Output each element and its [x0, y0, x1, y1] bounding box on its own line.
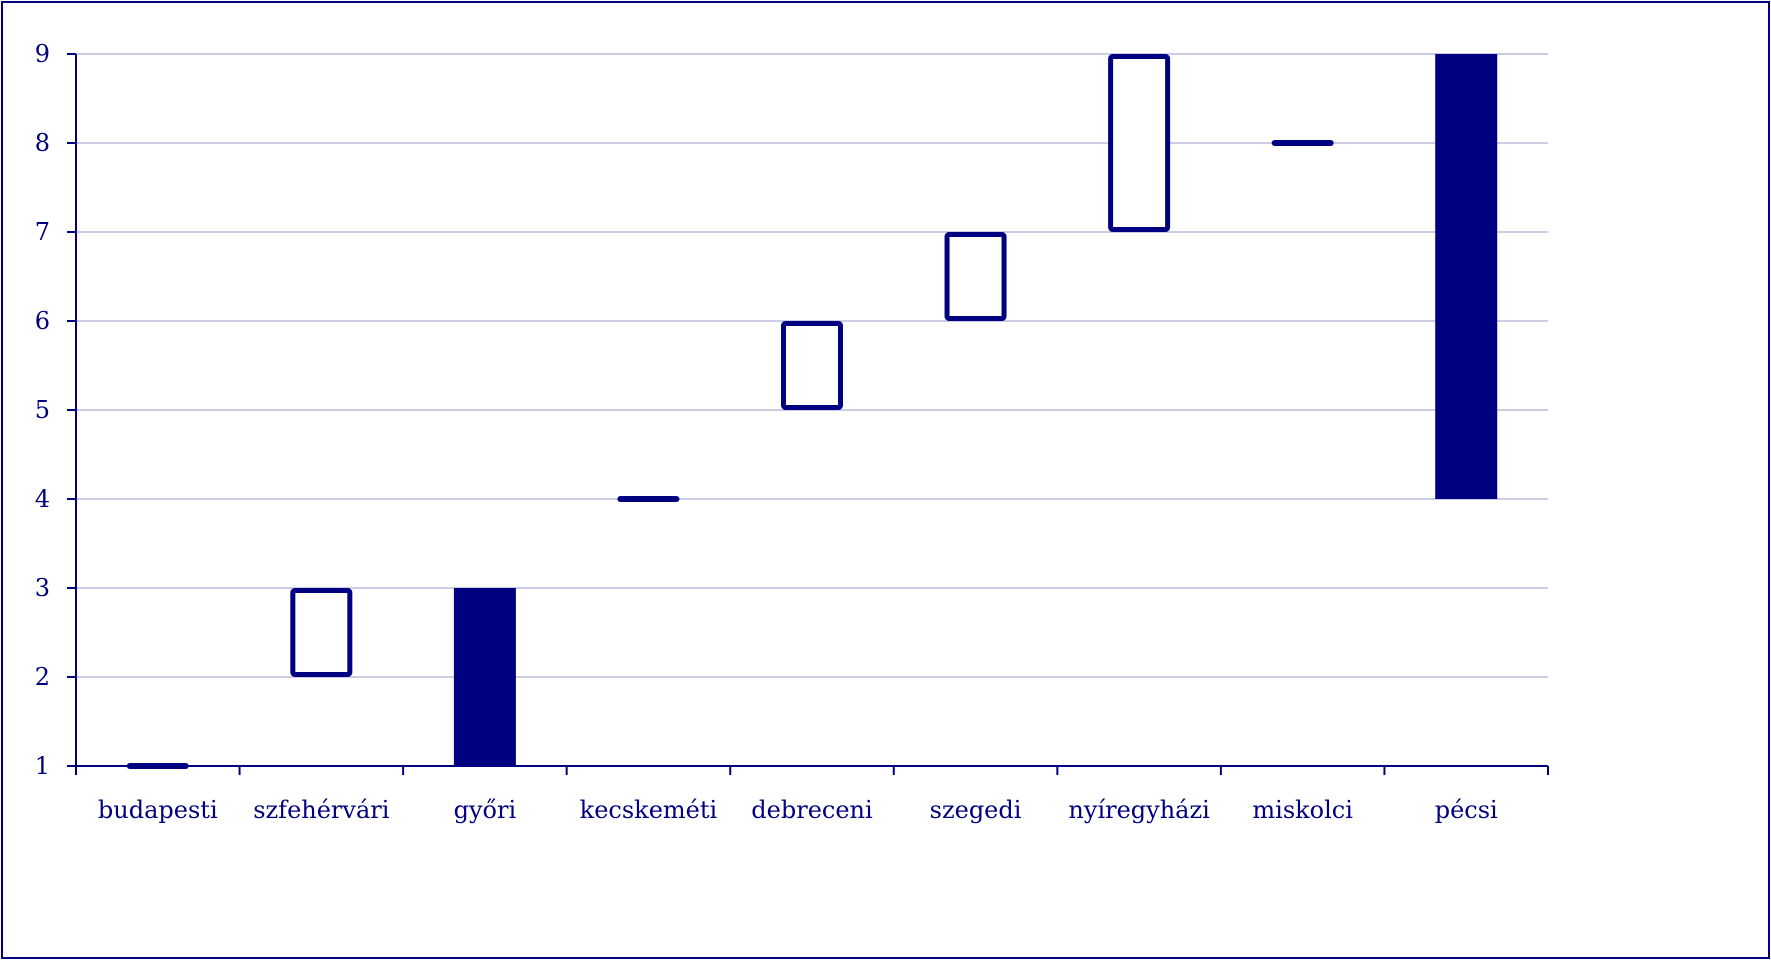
y-tick-label: 7 [35, 218, 50, 246]
y-tick-label: 1 [35, 752, 50, 780]
x-tick-label: szfehérvári [253, 796, 390, 824]
range-bar [126, 763, 189, 769]
range-bar [1271, 140, 1334, 146]
x-tick-label: kecskeméti [580, 796, 718, 824]
y-tick-label: 4 [35, 485, 50, 513]
range-bars [126, 54, 1498, 769]
y-tick-label: 2 [35, 663, 50, 691]
range-bar [1108, 54, 1171, 232]
x-tick-label: debreceni [751, 796, 873, 824]
range-bar [290, 588, 353, 677]
y-tick-label: 8 [35, 129, 50, 157]
x-tick-label: szegedi [930, 796, 1022, 824]
x-tick-label: győri [454, 796, 517, 824]
range-bar [781, 321, 843, 410]
tick-labels: 1 2 3 4 5 6 7 8 9 budapesti szfehérvári győri kecske… [35, 40, 1498, 824]
axes [67, 53, 1549, 775]
y-tick-label: 9 [35, 40, 50, 68]
range-bar [617, 496, 680, 502]
x-tick-label: budapesti [98, 796, 218, 824]
range-bar [453, 588, 516, 766]
y-tick-label: 6 [35, 307, 50, 335]
x-tick-label: pécsi [1435, 796, 1498, 824]
y-tick-label: 5 [35, 396, 50, 424]
x-tick-label: miskolci [1252, 796, 1353, 824]
range-bar [944, 232, 1007, 321]
range-bar [1435, 54, 1498, 499]
x-tick-label: nyíregyházi [1068, 796, 1210, 824]
y-tick-label: 3 [35, 574, 50, 602]
